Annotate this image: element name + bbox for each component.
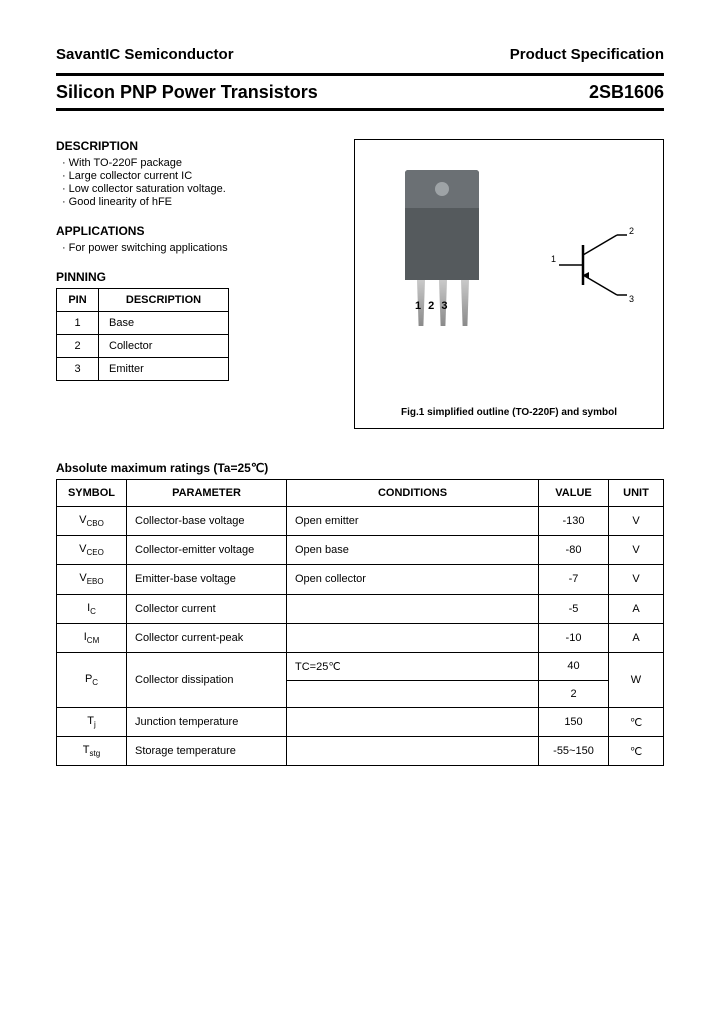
ratings-cond: TC=25℃ (287, 652, 539, 680)
ratings-cond (287, 707, 539, 736)
ratings-col-unit: UNIT (609, 480, 664, 507)
transistor-symbol-icon: 1 2 3 (549, 220, 639, 310)
ratings-symbol: Tstg (57, 737, 127, 766)
ratings-col-symbol: SYMBOL (57, 480, 127, 507)
ratings-cond (287, 623, 539, 652)
table-row: VEBOEmitter-base voltageOpen collector-7… (57, 565, 664, 594)
company-name: SavantIC Semiconductor (56, 46, 234, 63)
table-row: 2 Collector (57, 335, 229, 358)
ratings-symbol: Tj (57, 707, 127, 736)
description-item: With TO-220F package (62, 157, 340, 169)
table-row: ICCollector current -5A (57, 594, 664, 623)
ratings-col-parameter: PARAMETER (127, 480, 287, 507)
ratings-symbol: VCBO (57, 507, 127, 536)
spec-label: Product Specification (510, 46, 664, 63)
pin-number: 1 (57, 312, 99, 335)
ratings-parameter: Collector dissipation (127, 652, 287, 707)
ratings-unit: V (609, 565, 664, 594)
pin-number: 3 (57, 358, 99, 381)
ratings-value: -80 (539, 536, 609, 565)
svg-text:1: 1 (551, 254, 556, 264)
pinning-col-desc: DESCRIPTION (99, 289, 229, 312)
table-row: 1 Base (57, 312, 229, 335)
ratings-parameter: Collector-emitter voltage (127, 536, 287, 565)
ratings-cond (287, 737, 539, 766)
ratings-unit: A (609, 623, 664, 652)
description-item: Large collector current IC (62, 170, 340, 182)
ratings-symbol: VEBO (57, 565, 127, 594)
ratings-value: -5 (539, 594, 609, 623)
ratings-unit: W (609, 652, 664, 707)
applications-heading: APPLICATIONS (56, 224, 340, 238)
pin-desc: Base (99, 312, 229, 335)
table-row: VCBOCollector-base voltageOpen emitter-1… (57, 507, 664, 536)
ratings-value: -55~150 (539, 737, 609, 766)
ratings-cond: Open collector (287, 565, 539, 594)
ratings-parameter: Storage temperature (127, 737, 287, 766)
table-row: PCCollector dissipationTC=25℃40W (57, 652, 664, 680)
ratings-cond: Open emitter (287, 507, 539, 536)
ratings-symbol: VCEO (57, 536, 127, 565)
ratings-parameter: Emitter-base voltage (127, 565, 287, 594)
ratings-col-conditions: CONDITIONS (287, 480, 539, 507)
figure-box: 1 2 3 1 2 3 Fig.1 simplified outline (TO… (354, 139, 664, 429)
ratings-parameter: Junction temperature (127, 707, 287, 736)
ratings-value: 40 (539, 652, 609, 680)
ratings-parameter: Collector-base voltage (127, 507, 287, 536)
page-title-left: Silicon PNP Power Transistors (56, 82, 318, 103)
applications-item: For power switching applications (62, 242, 340, 254)
ratings-cond (287, 594, 539, 623)
description-item: Good linearity of hFE (62, 196, 340, 208)
description-list: With TO-220F package Large collector cur… (56, 157, 340, 208)
description-item: Low collector saturation voltage. (62, 183, 340, 195)
ratings-value: -7 (539, 565, 609, 594)
page-title-right: 2SB1606 (589, 82, 664, 103)
ratings-symbol: PC (57, 652, 127, 707)
table-row: TstgStorage temperature -55~150℃ (57, 737, 664, 766)
applications-list: For power switching applications (56, 242, 340, 254)
ratings-parameter: Collector current (127, 594, 287, 623)
ratings-unit: ℃ (609, 707, 664, 736)
ratings-value: 2 (539, 680, 609, 707)
ratings-value: -10 (539, 623, 609, 652)
figure-caption: Fig.1 simplified outline (TO-220F) and s… (355, 407, 663, 418)
ratings-unit: A (609, 594, 664, 623)
pin-desc: Emitter (99, 358, 229, 381)
ratings-cond (287, 680, 539, 707)
ratings-unit: V (609, 536, 664, 565)
table-row: ICMCollector current-peak -10A (57, 623, 664, 652)
pin-number: 2 (57, 335, 99, 358)
ratings-unit: V (609, 507, 664, 536)
ratings-parameter: Collector current-peak (127, 623, 287, 652)
pinning-table: PIN DESCRIPTION 1 Base 2 Collector 3 Emi… (56, 288, 229, 381)
svg-text:2: 2 (629, 226, 634, 236)
ratings-value: -130 (539, 507, 609, 536)
package-outline-icon (405, 170, 479, 280)
ratings-table: SYMBOL PARAMETER CONDITIONS VALUE UNIT V… (56, 479, 664, 766)
ratings-heading: Absolute maximum ratings (Ta=25℃) (56, 461, 664, 475)
pinning-heading: PINNING (56, 270, 340, 284)
table-row: TjJunction temperature 150℃ (57, 707, 664, 736)
package-pins-label: 1 2 3 (415, 300, 449, 312)
pin-desc: Collector (99, 335, 229, 358)
ratings-unit: ℃ (609, 737, 664, 766)
ratings-cond: Open base (287, 536, 539, 565)
svg-text:3: 3 (629, 294, 634, 304)
pinning-col-pin: PIN (57, 289, 99, 312)
ratings-col-value: VALUE (539, 480, 609, 507)
ratings-value: 150 (539, 707, 609, 736)
table-row: 3 Emitter (57, 358, 229, 381)
ratings-symbol: ICM (57, 623, 127, 652)
table-row: VCEOCollector-emitter voltageOpen base-8… (57, 536, 664, 565)
ratings-symbol: IC (57, 594, 127, 623)
description-heading: DESCRIPTION (56, 139, 340, 153)
